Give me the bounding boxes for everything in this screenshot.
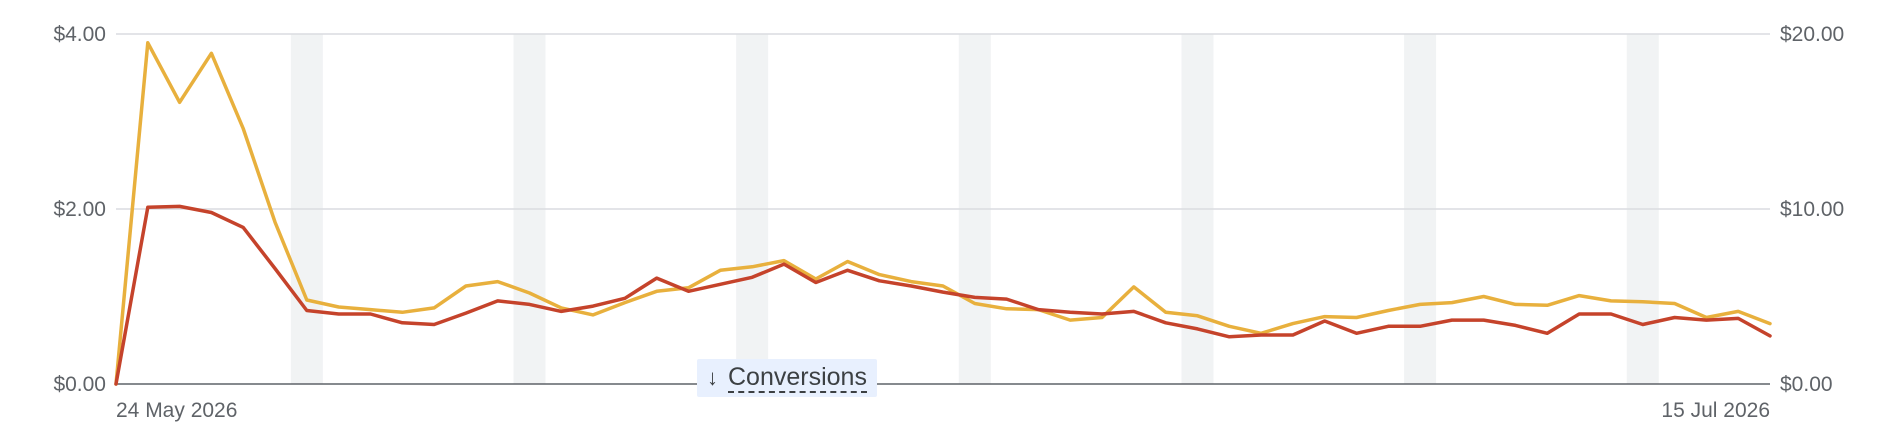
x-tick-label-start: 24 May 2026 xyxy=(116,399,237,422)
x-axis: 24 May 2026 15 Jul 2026 xyxy=(116,399,1770,422)
x-tick-label-end: 15 Jul 2026 xyxy=(1661,399,1770,422)
left-y-tick-label: $4.00 xyxy=(53,23,106,46)
gridlines xyxy=(116,33,1770,385)
right-y-tick-label: $10.00 xyxy=(1780,198,1844,221)
series-line-2 xyxy=(114,204,1772,386)
series-line-1 xyxy=(114,41,1772,386)
right-y-tick-label: $20.00 xyxy=(1780,23,1844,46)
left-y-tick-label: $2.00 xyxy=(53,198,106,221)
series-lines xyxy=(114,41,1772,386)
right-y-axis: $0.00 $10.00 $20.00 xyxy=(1780,23,1844,396)
right-y-tick-label: $0.00 xyxy=(1780,373,1833,396)
arrow-down-icon: ↓ xyxy=(707,365,718,390)
metric-label: Conversions xyxy=(728,363,867,393)
left-y-axis: $0.00 $2.00 $4.00 xyxy=(53,23,106,396)
left-y-tick-label: $0.00 xyxy=(53,373,106,396)
metric-selector-chip[interactable]: ↓ Conversions xyxy=(697,359,877,397)
